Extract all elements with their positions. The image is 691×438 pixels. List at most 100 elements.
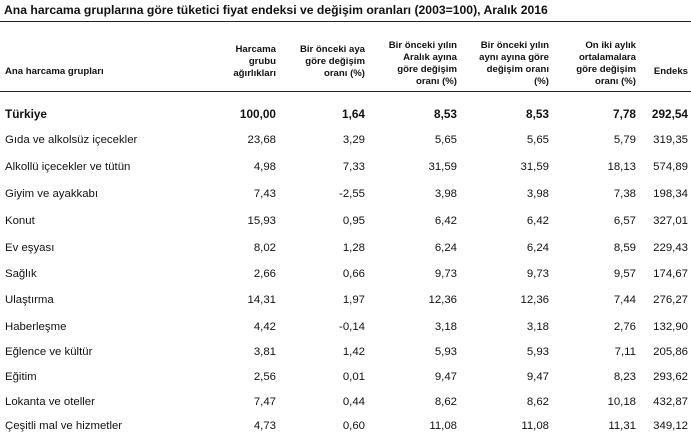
row-weight: 14,31 (247, 294, 276, 306)
table-row: Sağlık 2,66 0,66 9,73 9,73 9,57 174,67 (0, 268, 691, 294)
row-index: 319,35 (653, 134, 688, 146)
row-december: 11,08 (429, 420, 457, 432)
row-name: Sağlık (5, 268, 37, 280)
header-weight-line: ağırlıkları (233, 68, 276, 79)
row-twelve-month: 7,38 (613, 188, 636, 200)
table-row: Lokanta ve oteller 7,47 0,44 8,62 8,62 1… (0, 396, 691, 422)
header-monthly-line: oranı (%) (323, 68, 365, 79)
row-weight: 7,47 (253, 396, 276, 408)
header-december-line: Bir önceki yılın (388, 40, 457, 51)
row-december: 8,53 (434, 107, 457, 121)
header-rule (0, 91, 691, 92)
row-december: 3,18 (434, 321, 457, 333)
row-index: 174,67 (653, 268, 688, 280)
table-row: Ev eşyası 8,02 1,28 6,24 6,24 8,59 229,4… (0, 242, 691, 268)
row-twelve-month: 7,78 (613, 107, 636, 121)
header-same-month-line: Bir önceki yılın (480, 40, 549, 51)
row-monthly: -2,55 (339, 188, 365, 200)
row-monthly: 1,64 (342, 107, 365, 121)
row-weight: 4,42 (253, 321, 276, 333)
row-monthly: 3,29 (342, 134, 365, 146)
table-row: Alkollü içecekler ve tütün 4,98 7,33 31,… (0, 161, 691, 187)
row-december: 8,62 (434, 396, 457, 408)
row-twelve-month: 2,76 (613, 321, 636, 333)
row-december: 3,98 (434, 188, 457, 200)
header-index: Endeks (653, 66, 688, 77)
row-index: 349,12 (653, 420, 688, 432)
row-december: 9,73 (434, 268, 457, 280)
row-twelve-month: 18,13 (607, 161, 636, 173)
table-row: Gıda ve alkolsüz içecekler 23,68 3,29 5,… (0, 134, 691, 160)
row-weight: 3,81 (253, 346, 276, 358)
row-december: 9,47 (434, 371, 457, 383)
row-name: Ev eşyası (5, 242, 55, 254)
row-index: 327,01 (653, 215, 688, 227)
row-twelve-month: 7,44 (613, 294, 636, 306)
row-same-month: 6,24 (526, 242, 549, 254)
row-monthly: 1,42 (342, 346, 365, 358)
row-name: Ulaştırma (5, 294, 54, 306)
header-december-line: göre değişim (397, 64, 457, 75)
table-row: Haberleşme 4,42 -0,14 3,18 3,18 2,76 132… (0, 321, 691, 347)
header-twelve-month: On iki aylık ortalamalara göre değişim o… (576, 40, 636, 88)
row-name: Eğlence ve kültür (5, 346, 93, 358)
row-index: 205,86 (653, 346, 688, 358)
row-monthly: 0,95 (342, 215, 365, 227)
row-same-month: 6,42 (526, 215, 549, 227)
row-twelve-month: 7,11 (614, 346, 636, 358)
row-twelve-month: 11,31 (608, 420, 636, 432)
row-monthly: 1,28 (342, 242, 365, 254)
row-same-month: 11,08 (521, 420, 549, 432)
header-same-month-line: (%) (534, 76, 549, 87)
row-weight: 7,43 (253, 188, 276, 200)
row-name: Giyim ve ayakkabı (5, 188, 99, 200)
row-same-month: 12,36 (520, 294, 549, 306)
header-weight: Harcama grubu ağırlıkları (233, 44, 276, 80)
table-row: Giyim ve ayakkabı 7,43 -2,55 3,98 3,98 7… (0, 188, 691, 214)
row-index: 132,90 (653, 321, 688, 333)
row-name: Lokanta ve oteller (5, 396, 95, 408)
header-same-month-line: değişim oranı (486, 64, 549, 75)
row-same-month: 9,47 (526, 371, 549, 383)
row-monthly: 1,97 (342, 294, 365, 306)
row-same-month: 8,53 (526, 107, 549, 121)
header-december-line: oranı (%) (415, 76, 457, 87)
row-name: Konut (5, 215, 35, 227)
row-monthly: 0,60 (342, 420, 365, 432)
row-same-month: 8,62 (526, 396, 549, 408)
row-december: 6,24 (434, 242, 457, 254)
row-index: 293,62 (653, 371, 688, 383)
row-same-month: 5,65 (526, 134, 549, 146)
row-name: Gıda ve alkolsüz içecekler (5, 134, 138, 146)
row-index: 198,34 (653, 188, 688, 200)
row-weight: 4,98 (253, 161, 276, 173)
row-same-month: 3,18 (526, 321, 549, 333)
row-index: 574,89 (653, 161, 688, 173)
row-name: Haberleşme (5, 321, 67, 333)
header-weight-line: grubu (248, 56, 276, 67)
table-row: Eğlence ve kültür 3,81 1,42 5,93 5,93 7,… (0, 346, 691, 372)
row-name: Türkiye (5, 107, 47, 121)
row-same-month: 31,59 (520, 161, 549, 173)
row-index: 229,43 (653, 242, 688, 254)
row-weight: 2,56 (253, 371, 276, 383)
row-name: Alkollü içecekler ve tütün (5, 161, 131, 173)
row-name: Eğitim (5, 371, 37, 383)
row-weight: 23,68 (247, 134, 276, 146)
row-monthly: -0,14 (339, 321, 365, 333)
table-row-total: Türkiye 100,00 1,64 8,53 8,53 7,78 292,5… (0, 107, 691, 133)
header-december-line: Aralık ayına (403, 52, 457, 63)
row-twelve-month: 10,18 (607, 396, 636, 408)
row-monthly: 0,66 (342, 268, 365, 280)
row-december: 12,36 (428, 294, 457, 306)
row-monthly: 7,33 (342, 161, 365, 173)
header-same-month: Bir önceki yılın aynı ayına göre değişim… (479, 40, 549, 88)
row-december: 5,65 (434, 134, 457, 146)
row-index: 292,54 (651, 107, 688, 121)
header-monthly: Bir önceki aya göre değişim oranı (%) (300, 44, 365, 80)
row-twelve-month: 8,59 (613, 242, 636, 254)
row-index: 276,27 (653, 294, 688, 306)
row-monthly: 0,01 (342, 371, 365, 383)
row-same-month: 3,98 (526, 188, 549, 200)
